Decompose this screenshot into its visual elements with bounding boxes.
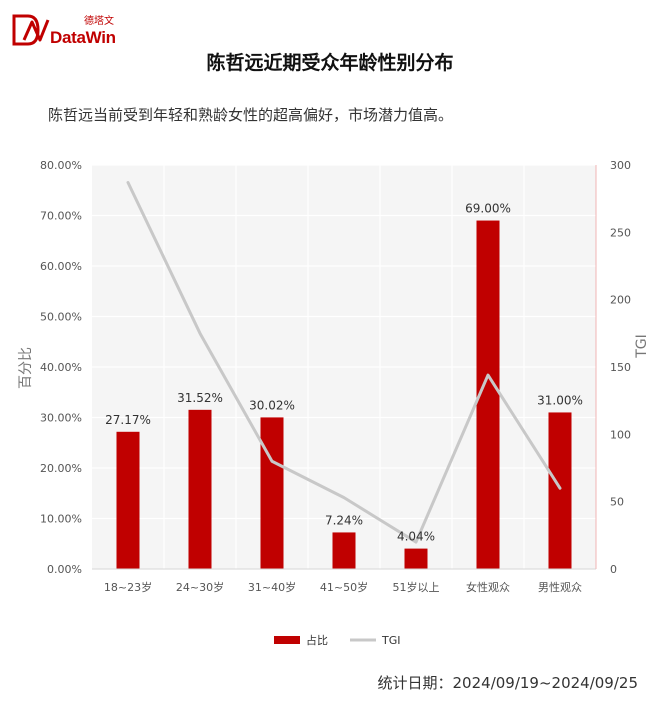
data-labels: 27.17% 31.52% 30.02% 7.24% 4.04% 69.00% 31.00% xyxy=(105,202,583,544)
legend-label-bar: 占比 xyxy=(306,633,328,647)
y-tick-label: 70.00% xyxy=(40,210,82,223)
y2-tick-label: 250 xyxy=(610,226,631,239)
x-tick-label: 31~40岁 xyxy=(248,580,296,594)
y-axis-title: 百分比 xyxy=(18,347,34,389)
legend-swatch-bar xyxy=(274,636,300,644)
y-tick-label: 60.00% xyxy=(40,260,82,273)
x-tick-label: 18~23岁 xyxy=(104,580,152,594)
legend-label-line: TGI xyxy=(381,634,401,647)
y2-tick-label: 50 xyxy=(610,496,624,509)
bar-value-label: 7.24% xyxy=(325,513,363,527)
x-tick-label: 51岁以上 xyxy=(393,580,440,594)
bar xyxy=(404,548,428,569)
y2-axis-title: TGI xyxy=(634,334,650,359)
chart-subtitle: 陈哲远当前受到年轻和熟龄女性的超高偏好，市场潜力值高。 xyxy=(48,106,454,124)
bar xyxy=(260,417,284,569)
y-tick-label: 50.00% xyxy=(40,311,82,324)
bar-value-label: 27.17% xyxy=(105,413,151,427)
chart-axes: 0.00% 10.00% 20.00% 30.00% 40.00% 50.00% 60.00… xyxy=(40,159,631,594)
brand-name-en: DataWin xyxy=(50,28,116,47)
brand-logo: 德塔文 DataWin xyxy=(10,10,122,50)
y-tick-label: 0.00% xyxy=(47,563,82,576)
datawin-logo-icon xyxy=(12,14,50,46)
bar xyxy=(476,220,500,570)
bar xyxy=(548,412,572,569)
y2-tick-label: 200 xyxy=(610,294,631,307)
bar xyxy=(188,409,212,569)
bar xyxy=(116,431,140,569)
chart-grid xyxy=(92,164,596,570)
bar xyxy=(332,532,356,569)
bar-value-label: 31.00% xyxy=(537,393,583,407)
x-tick-label: 男性观众 xyxy=(538,580,582,594)
x-tick-label: 41~50岁 xyxy=(320,580,368,594)
bar-series xyxy=(116,220,572,570)
y-tick-label: 80.00% xyxy=(40,159,82,172)
x-tick-label: 24~30岁 xyxy=(176,580,224,594)
bar-value-label: 31.52% xyxy=(177,391,223,405)
y-tick-label: 30.00% xyxy=(40,412,82,425)
y-tick-label: 40.00% xyxy=(40,361,82,374)
y2-tick-label: 100 xyxy=(610,428,631,441)
bar-value-label: 69.00% xyxy=(465,202,511,216)
bar-value-label: 30.02% xyxy=(249,398,295,412)
page-title: 陈哲远近期受众年龄性别分布 xyxy=(206,52,454,74)
y2-tick-label: 150 xyxy=(610,361,631,374)
y-tick-label: 10.00% xyxy=(40,513,82,526)
y-tick-label: 20.00% xyxy=(40,462,82,475)
bar-value-label: 4.04% xyxy=(397,530,435,544)
stat-date: 统计日期：2024/09/19~2024/09/25 xyxy=(377,674,638,692)
y2-tick-label: 0 xyxy=(610,563,617,576)
line-series xyxy=(126,181,562,544)
chart-legend: 占比 TGI xyxy=(274,633,401,647)
x-tick-label: 女性观众 xyxy=(466,580,510,594)
y2-tick-label: 300 xyxy=(610,159,631,172)
brand-name-cn: 德塔文 xyxy=(84,16,114,27)
